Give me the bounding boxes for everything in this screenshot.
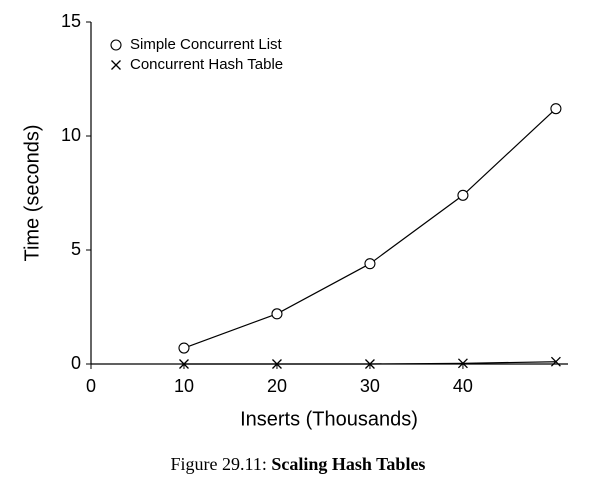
y-tick-label: 15 xyxy=(61,11,81,31)
point xyxy=(457,189,469,201)
y-tick-label: 10 xyxy=(61,125,81,145)
figure-title: Scaling Hash Tables xyxy=(271,454,425,474)
legend-label: Concurrent Hash Table xyxy=(130,56,283,73)
point xyxy=(364,359,375,369)
x-tick-label: 40 xyxy=(453,376,473,396)
point xyxy=(271,308,283,320)
y-axis-title: Time (seconds) xyxy=(21,124,43,261)
point xyxy=(272,359,282,369)
point xyxy=(178,342,190,354)
figure-label: Figure 29.11: xyxy=(171,454,267,474)
x-tick-label: 30 xyxy=(360,376,380,396)
legend-marker xyxy=(110,39,122,51)
legend-marker xyxy=(111,60,121,70)
point xyxy=(179,359,189,369)
legend-label: Simple Concurrent List xyxy=(130,36,283,53)
x-tick-label: 20 xyxy=(267,376,287,396)
caption: Figure 29.11: Scaling Hash Tables xyxy=(171,454,426,474)
point xyxy=(457,358,468,369)
y-tick-label: 5 xyxy=(71,239,81,259)
x-axis-title: Inserts (Thousands) xyxy=(240,408,418,430)
point xyxy=(550,103,562,115)
x-tick-label: 0 xyxy=(86,376,96,396)
point xyxy=(364,258,376,270)
point xyxy=(550,356,561,367)
y-tick-label: 0 xyxy=(71,353,81,373)
x-tick-label: 10 xyxy=(174,376,194,396)
series-line xyxy=(183,108,557,349)
